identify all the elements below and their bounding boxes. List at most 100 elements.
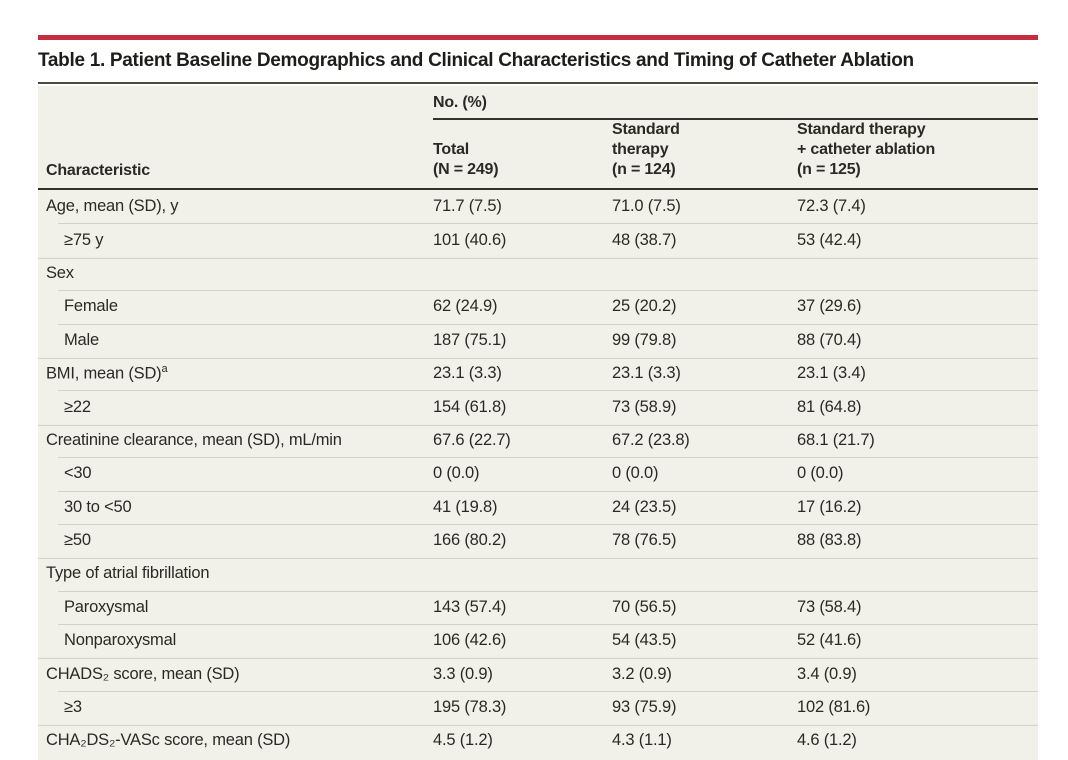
row-value: 3.2 (0.9) [612, 664, 672, 683]
table-section-row: Sex [38, 256, 1038, 290]
baseline-characteristics-table: No. (%) Characteristic Total (N = 249) S… [38, 86, 1038, 760]
row-value: 3.3 (0.9) [433, 664, 493, 683]
row-value: 88 (83.8) [797, 531, 862, 550]
row-label: Female [64, 297, 118, 316]
row-separator [58, 690, 1038, 692]
row-separator [38, 724, 1038, 727]
column-header-standard-therapy: Standard therapy (n = 124) [612, 121, 680, 178]
row-value: 81 (64.8) [797, 397, 862, 416]
row-value: 99 (79.8) [612, 330, 677, 349]
row-value: 73 (58.4) [797, 597, 862, 616]
row-value: 62 (24.9) [433, 297, 498, 316]
row-separator [58, 290, 1038, 292]
row-label: Nonparoxysmal [64, 631, 177, 650]
table-row: Creatinine clearance, mean (SD), mL/min 6… [38, 423, 1038, 457]
table-row: CHA₂DS₂-VASc score, mean (SD) 4.5 (1.2) 4.… [38, 724, 1038, 757]
row-label: Sex [46, 263, 74, 282]
row-label: ≥50 [64, 531, 91, 550]
table-row: <30 0 (0.0) 0 (0.0) 0 (0.0) [38, 457, 1038, 490]
row-label: ≥3 [64, 698, 82, 717]
row-separator [38, 657, 1038, 660]
table-row: Male 187 (75.1) 99 (79.8) 88 (70.4) [38, 323, 1038, 357]
row-value: 93 (75.9) [612, 698, 677, 717]
row-separator [58, 223, 1038, 225]
row-value: 4.5 (1.2) [433, 731, 493, 750]
table-body: Age, mean (SD), y 71.7 (7.5) 71.0 (7.5) 72.… [38, 190, 1038, 758]
row-value: 195 (78.3) [433, 698, 507, 717]
row-value: 102 (81.6) [797, 698, 871, 717]
row-label: CHADS₂ score, mean (SD) [46, 664, 240, 683]
row-separator [38, 423, 1038, 426]
row-separator [58, 323, 1038, 325]
row-separator [58, 490, 1038, 492]
row-value: 143 (57.4) [433, 597, 507, 616]
row-separator [38, 557, 1038, 560]
row-value: 101 (40.6) [433, 230, 507, 249]
row-value: 23.1 (3.4) [797, 364, 866, 383]
table-row: ≥50 166 (80.2) 78 (76.5) 88 (83.8) [38, 523, 1038, 557]
row-label: Male [64, 330, 99, 349]
table-section-row: Type of atrial fibrillation [38, 557, 1038, 590]
table-row: 30 to <50 41 (19.8) 24 (23.5) 17 (16.2) [38, 490, 1038, 524]
table-row: CHADS₂ score, mean (SD) 3.3 (0.9) 3.2 (0.9… [38, 657, 1038, 690]
row-value: 187 (75.1) [433, 330, 507, 349]
row-value: 72.3 (7.4) [797, 197, 866, 216]
row-separator [58, 624, 1038, 626]
row-label: ≥75 y [64, 230, 104, 249]
table-row: Female 62 (24.9) 25 (20.2) 37 (29.6) [38, 290, 1038, 323]
row-separator [38, 256, 1038, 259]
row-value: 73 (58.9) [612, 397, 677, 416]
row-separator [58, 457, 1038, 459]
row-value: 3.4 (0.9) [797, 664, 857, 683]
table-row: ≥3 195 (78.3) 93 (75.9) 102 (81.6) [38, 690, 1038, 724]
footnote-marker: a [161, 363, 168, 376]
row-label: Type of atrial fibrillation [46, 564, 210, 583]
column-group-rule [433, 118, 1038, 120]
row-value: 23.1 (3.3) [612, 364, 681, 383]
title-block: Table 1. Patient Baseline Demographics a… [38, 40, 1038, 82]
row-value: 67.2 (23.8) [612, 430, 690, 449]
row-value: 88 (70.4) [797, 330, 862, 349]
column-header-total: Total (N = 249) [433, 141, 499, 178]
row-value: 71.7 (7.5) [433, 197, 502, 216]
row-separator [58, 590, 1038, 592]
table-row: Paroxysmal 143 (57.4) 70 (56.5) 73 (58.4) [38, 590, 1038, 624]
row-label: Age, mean (SD), y [46, 197, 179, 216]
row-label: Creatinine clearance, mean (SD), mL/min [46, 430, 342, 449]
row-value: 17 (16.2) [797, 497, 862, 516]
row-value: 154 (61.8) [433, 397, 507, 416]
row-value: 106 (42.6) [433, 631, 507, 650]
row-separator [58, 523, 1038, 525]
table-header: No. (%) Characteristic Total (N = 249) S… [38, 86, 1038, 190]
row-value: 70 (56.5) [612, 597, 677, 616]
row-value: 23.1 (3.3) [433, 364, 502, 383]
row-value: 4.3 (1.1) [612, 731, 672, 750]
row-value: 52 (41.6) [797, 631, 862, 650]
row-value: 68.1 (21.7) [797, 430, 875, 449]
row-value: 67.6 (22.7) [433, 430, 511, 449]
row-value: 41 (19.8) [433, 497, 498, 516]
row-label: <30 [64, 464, 92, 483]
row-value: 71.0 (7.5) [612, 197, 681, 216]
row-label: CHA₂DS₂-VASc score, mean (SD) [46, 731, 291, 750]
table-title: Table 1. Patient Baseline Demographics a… [38, 50, 914, 71]
row-separator [38, 356, 1038, 359]
row-value: 54 (43.5) [612, 631, 677, 650]
row-value: 53 (42.4) [797, 230, 862, 249]
row-value: 0 (0.0) [612, 464, 659, 483]
column-group-label: No. (%) [433, 94, 487, 111]
row-value: 37 (29.6) [797, 297, 862, 316]
column-header-standard-therapy-plus-ablation: Standard therapy + catheter ablation (n … [797, 121, 936, 178]
row-separator [58, 390, 1038, 392]
row-value: 166 (80.2) [433, 531, 507, 550]
row-value: 24 (23.5) [612, 497, 677, 516]
accent-bar [38, 35, 1038, 40]
title-rule [38, 82, 1038, 84]
row-label: 30 to <50 [64, 497, 132, 516]
row-label: ≥22 [64, 397, 91, 416]
table-row: ≥75 y 101 (40.6) 48 (38.7) 53 (42.4) [38, 223, 1038, 256]
row-value: 78 (76.5) [612, 531, 677, 550]
row-value: 0 (0.0) [433, 464, 480, 483]
row-value: 0 (0.0) [797, 464, 844, 483]
row-label: Paroxysmal [64, 597, 149, 616]
